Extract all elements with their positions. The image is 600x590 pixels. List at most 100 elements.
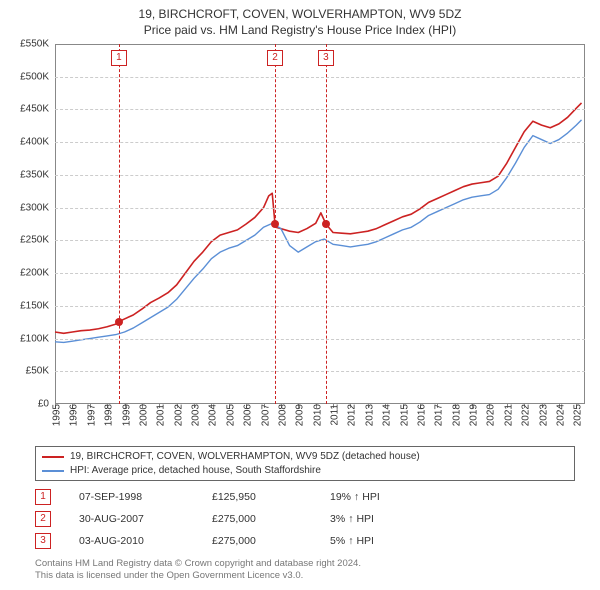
title-line1: 19, BIRCHCROFT, COVEN, WOLVERHAMPTON, WV… xyxy=(0,6,600,22)
event-badge: 2 xyxy=(267,50,283,66)
x-tick-label: 2020 xyxy=(482,404,497,426)
event-line xyxy=(119,44,120,404)
y-tick-label: £550K xyxy=(20,39,55,50)
sale-badge: 1 xyxy=(35,489,51,505)
sale-delta-pct: 19% xyxy=(330,491,351,503)
y-tick-label: £400K xyxy=(20,137,55,148)
x-tick-label: 2018 xyxy=(447,404,462,426)
x-tick-label: 2019 xyxy=(465,404,480,426)
sale-delta-suffix: HPI xyxy=(356,535,374,547)
gridline xyxy=(55,175,585,176)
legend-row-hpi: HPI: Average price, detached house, Sout… xyxy=(42,464,568,478)
sale-badge: 3 xyxy=(35,533,51,549)
sale-date: 30-AUG-2007 xyxy=(79,513,184,525)
gridline xyxy=(55,339,585,340)
sale-price: £275,000 xyxy=(212,513,302,525)
sale-row: 2 30-AUG-2007 £275,000 3% ↑ HPI xyxy=(35,508,575,530)
x-tick-label: 1997 xyxy=(82,404,97,426)
x-tick-label: 1996 xyxy=(65,404,80,426)
x-tick-label: 2000 xyxy=(134,404,149,426)
legend-label-price: 19, BIRCHCROFT, COVEN, WOLVERHAMPTON, WV… xyxy=(70,450,420,464)
event-dot xyxy=(322,220,330,228)
x-tick-label: 2025 xyxy=(569,404,584,426)
sale-price: £275,000 xyxy=(212,535,302,547)
series-price_paid xyxy=(55,103,582,333)
sale-badge: 2 xyxy=(35,511,51,527)
x-tick-label: 2017 xyxy=(430,404,445,426)
legend-swatch-price xyxy=(42,456,64,458)
footnote-line2: This data is licensed under the Open Gov… xyxy=(35,570,575,582)
sales-block: 1 07-SEP-1998 £125,950 19% ↑ HPI 2 30-AUG-200… xyxy=(35,486,575,552)
x-tick-label: 2021 xyxy=(499,404,514,426)
arrow-up-icon: ↑ xyxy=(348,535,353,547)
sale-delta: 19% ↑ HPI xyxy=(330,491,380,503)
y-tick-label: £100K xyxy=(20,333,55,344)
x-tick-label: 2010 xyxy=(308,404,323,426)
x-tick-label: 2024 xyxy=(551,404,566,426)
page: 19, BIRCHCROFT, COVEN, WOLVERHAMPTON, WV… xyxy=(0,0,600,590)
event-dot xyxy=(271,220,279,228)
x-tick-label: 1998 xyxy=(100,404,115,426)
legend-label-hpi: HPI: Average price, detached house, Sout… xyxy=(70,464,321,478)
sale-row: 1 07-SEP-1998 £125,950 19% ↑ HPI xyxy=(35,486,575,508)
sale-delta-suffix: HPI xyxy=(356,513,374,525)
sale-date: 07-SEP-1998 xyxy=(79,491,184,503)
x-tick-label: 1995 xyxy=(48,404,63,426)
event-dot xyxy=(115,318,123,326)
x-tick-label: 2011 xyxy=(326,404,341,426)
event-badge: 1 xyxy=(111,50,127,66)
y-tick-label: £150K xyxy=(20,300,55,311)
x-tick-label: 2012 xyxy=(343,404,358,426)
gridline xyxy=(55,77,585,78)
sale-delta-pct: 3% xyxy=(330,513,345,525)
x-tick-label: 2007 xyxy=(256,404,271,426)
x-tick-label: 2005 xyxy=(221,404,236,426)
title-line2: Price paid vs. HM Land Registry's House … xyxy=(0,22,600,38)
y-tick-label: £350K xyxy=(20,169,55,180)
footnote-line1: Contains HM Land Registry data © Crown c… xyxy=(35,558,575,570)
event-badge: 3 xyxy=(318,50,334,66)
title-block: 19, BIRCHCROFT, COVEN, WOLVERHAMPTON, WV… xyxy=(0,0,600,38)
y-tick-label: £200K xyxy=(20,268,55,279)
y-tick-label: £500K xyxy=(20,71,55,82)
gridline xyxy=(55,208,585,209)
x-tick-label: 1999 xyxy=(117,404,132,426)
sale-delta-suffix: HPI xyxy=(362,491,380,503)
x-tick-label: 2006 xyxy=(239,404,254,426)
arrow-up-icon: ↑ xyxy=(354,491,359,503)
x-tick-label: 2009 xyxy=(291,404,306,426)
x-tick-label: 2003 xyxy=(187,404,202,426)
gridline xyxy=(55,142,585,143)
legend-row-price: 19, BIRCHCROFT, COVEN, WOLVERHAMPTON, WV… xyxy=(42,450,568,464)
x-tick-label: 2022 xyxy=(517,404,532,426)
series-hpi xyxy=(55,120,582,343)
x-tick-label: 2004 xyxy=(204,404,219,426)
gridline xyxy=(55,109,585,110)
y-tick-label: £450K xyxy=(20,104,55,115)
sale-date: 03-AUG-2010 xyxy=(79,535,184,547)
x-tick-label: 2001 xyxy=(152,404,167,426)
x-tick-label: 2013 xyxy=(360,404,375,426)
x-tick-label: 2016 xyxy=(412,404,427,426)
footnote: Contains HM Land Registry data © Crown c… xyxy=(35,558,575,583)
x-tick-label: 2008 xyxy=(273,404,288,426)
y-tick-label: £300K xyxy=(20,202,55,213)
legend-swatch-hpi xyxy=(42,470,64,472)
x-tick-label: 2015 xyxy=(395,404,410,426)
chart-area: £0£50K£100K£150K£200K£250K£300K£350K£400… xyxy=(55,44,585,404)
gridline xyxy=(55,273,585,274)
gridline xyxy=(55,371,585,372)
sale-delta: 3% ↑ HPI xyxy=(330,513,374,525)
y-tick-label: £250K xyxy=(20,235,55,246)
legend-box: 19, BIRCHCROFT, COVEN, WOLVERHAMPTON, WV… xyxy=(35,446,575,481)
plot-svg xyxy=(55,44,585,404)
sale-price: £125,950 xyxy=(212,491,302,503)
sale-row: 3 03-AUG-2010 £275,000 5% ↑ HPI xyxy=(35,530,575,552)
sale-delta: 5% ↑ HPI xyxy=(330,535,374,547)
x-tick-label: 2014 xyxy=(378,404,393,426)
gridline xyxy=(55,306,585,307)
sale-delta-pct: 5% xyxy=(330,535,345,547)
gridline xyxy=(55,240,585,241)
arrow-up-icon: ↑ xyxy=(348,513,353,525)
x-tick-label: 2002 xyxy=(169,404,184,426)
